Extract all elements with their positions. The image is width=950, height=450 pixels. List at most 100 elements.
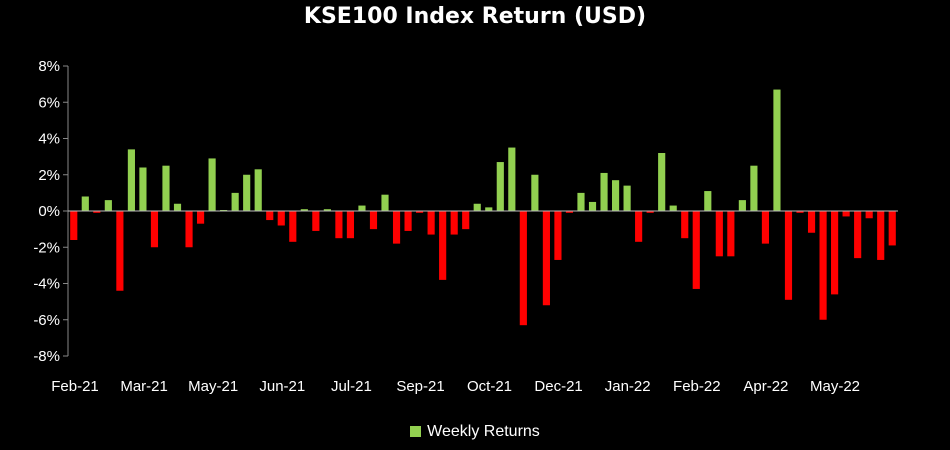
bar (266, 211, 274, 221)
bars (70, 89, 896, 326)
bar (416, 211, 424, 213)
bar (554, 211, 562, 260)
bar (784, 211, 793, 300)
x-tick-label: Jul-21 (331, 378, 372, 395)
bar (807, 211, 816, 233)
bar (323, 209, 331, 211)
bar (392, 211, 401, 244)
bar (197, 211, 205, 224)
bar (473, 203, 481, 211)
bar (254, 169, 262, 211)
x-tick-label: Jan-22 (605, 378, 651, 395)
bar (289, 211, 297, 242)
bar (738, 200, 746, 212)
y-axis: -8% -6% -4% -2% 0% 2% 4% 6% 8% (33, 58, 69, 365)
bar (277, 211, 285, 226)
y-tick-label: -8% (33, 348, 60, 365)
x-tick-label: Jun-21 (259, 378, 305, 395)
x-axis: Feb-21 Mar-21 May-21 Jun-21 Jul-21 Sep-21 Oct-… (51, 210, 898, 395)
x-tick-label: Dec-21 (534, 378, 582, 395)
bar (439, 211, 447, 280)
bar (612, 180, 620, 211)
bar (300, 209, 308, 211)
bar (496, 162, 504, 211)
legend-swatch (410, 426, 422, 437)
bar (70, 211, 78, 240)
x-tick-label: May-22 (810, 378, 860, 395)
bar (727, 211, 735, 257)
bar (692, 211, 700, 289)
bar (831, 211, 839, 295)
bar (750, 165, 758, 211)
y-tick-label: 6% (38, 94, 60, 111)
bar (854, 211, 862, 259)
bar (715, 211, 723, 257)
bar (565, 211, 574, 213)
bar (450, 211, 458, 235)
chart-title: KSE100 Index Return (USD) (303, 4, 647, 29)
bar (173, 203, 182, 211)
bar (531, 174, 539, 211)
bar (346, 211, 355, 239)
bar (243, 174, 251, 211)
bar (577, 192, 585, 212)
bar (773, 89, 781, 211)
bar (600, 172, 608, 211)
bar (139, 167, 147, 211)
bar (819, 211, 827, 320)
x-tick-label: Sep-21 (396, 378, 444, 395)
bar (462, 211, 470, 230)
x-tick-label: May-21 (188, 378, 238, 395)
y-tick-label: -6% (33, 312, 60, 329)
bar (888, 211, 896, 246)
y-tick-label: 4% (38, 131, 60, 148)
legend-label: Weekly Returns (427, 423, 540, 440)
bar (877, 211, 885, 260)
bar (208, 158, 216, 211)
y-tick-label: -4% (33, 276, 60, 293)
bar (127, 149, 135, 212)
bar (162, 165, 170, 211)
bar (404, 211, 412, 231)
bar (369, 211, 378, 230)
bar (508, 147, 516, 211)
bar (485, 207, 493, 212)
bar (542, 211, 550, 306)
y-tick-label: 0% (38, 203, 60, 220)
bar (669, 205, 677, 211)
x-tick-label: Feb-21 (51, 378, 99, 395)
bar (842, 211, 850, 217)
bar (623, 185, 631, 212)
bar (427, 211, 435, 235)
legend: Weekly Returns (0, 423, 950, 441)
bar (588, 201, 597, 211)
bar (93, 211, 101, 213)
bar (658, 153, 666, 211)
y-tick-label: 2% (38, 167, 60, 184)
bar (312, 211, 320, 231)
bar (681, 211, 689, 239)
bar (231, 192, 239, 212)
bar (865, 211, 873, 219)
bar (185, 211, 193, 248)
x-tick-label: Oct-21 (467, 378, 512, 395)
bar (704, 191, 712, 211)
x-tick-label: Mar-21 (120, 378, 168, 395)
bar (104, 200, 112, 212)
y-tick-label: -2% (33, 239, 60, 256)
bar (646, 211, 654, 213)
y-tick-label: 8% (38, 58, 60, 75)
bar (796, 211, 804, 213)
bar (381, 194, 389, 211)
bar (150, 211, 159, 248)
bar (635, 211, 643, 242)
x-tick-label: Apr-22 (743, 378, 788, 395)
x-tick-label: Feb-22 (673, 378, 721, 395)
bar (761, 211, 770, 244)
bar (81, 196, 89, 211)
bar (358, 205, 366, 211)
bar (519, 211, 527, 326)
bar (116, 211, 124, 291)
bar (335, 211, 343, 239)
